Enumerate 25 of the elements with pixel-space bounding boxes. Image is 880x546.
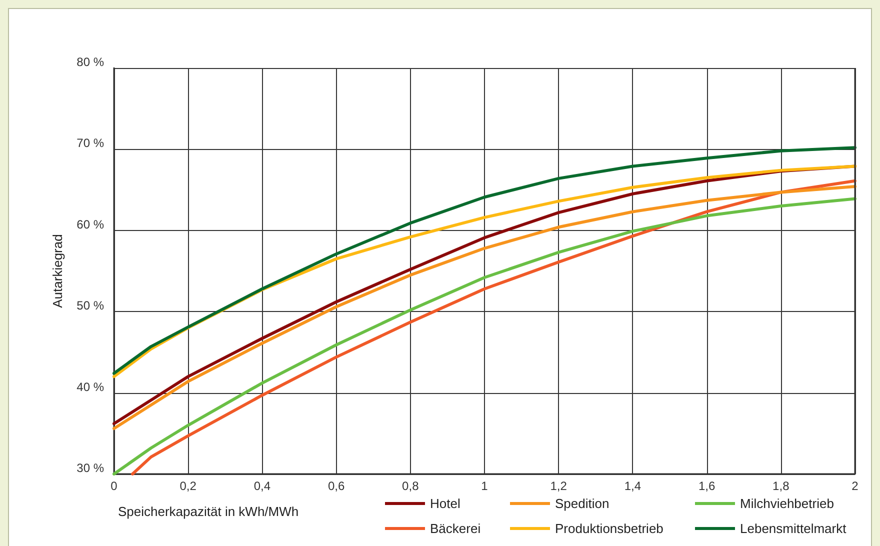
y-tick-label: 80 % bbox=[76, 55, 104, 69]
legend-label: Bäckerei bbox=[430, 521, 481, 536]
legend-label: Milchviehbetrieb bbox=[740, 496, 834, 511]
y-tick-label: 50 % bbox=[76, 298, 104, 313]
x-tick-label: 0,6 bbox=[328, 479, 345, 493]
y-tick-label: 40 % bbox=[76, 380, 104, 394]
y-tick-label: 30 % bbox=[76, 461, 104, 475]
x-tick-label: 0,2 bbox=[180, 479, 197, 493]
x-tick-label: 0 bbox=[110, 479, 118, 493]
x-tick-label: 1,4 bbox=[624, 479, 642, 493]
y-tick-label: 60 % bbox=[76, 217, 104, 232]
legend-label: Produktionsbetrieb bbox=[555, 521, 664, 536]
x-tick-label: 0,4 bbox=[254, 479, 271, 493]
x-tick-label: 0,8 bbox=[402, 479, 420, 493]
x-tick-label: 1,8 bbox=[772, 479, 790, 493]
x-tick-label: 2 bbox=[852, 479, 859, 493]
legend-label: Hotel bbox=[430, 496, 460, 511]
x-tick-label: 1,2 bbox=[550, 479, 568, 493]
x-tick-label: 1 bbox=[481, 479, 488, 493]
y-tick-label: 70 % bbox=[76, 136, 104, 150]
x-tick-label: 1,6 bbox=[698, 479, 716, 493]
x-axis-title: Speicherkapazität in kWh/MWh bbox=[118, 504, 299, 519]
legend-label: Lebensmittelmarkt bbox=[740, 521, 847, 536]
legend-label: Spedition bbox=[555, 496, 610, 511]
y-axis-title: Autarkiegrad bbox=[50, 234, 65, 308]
